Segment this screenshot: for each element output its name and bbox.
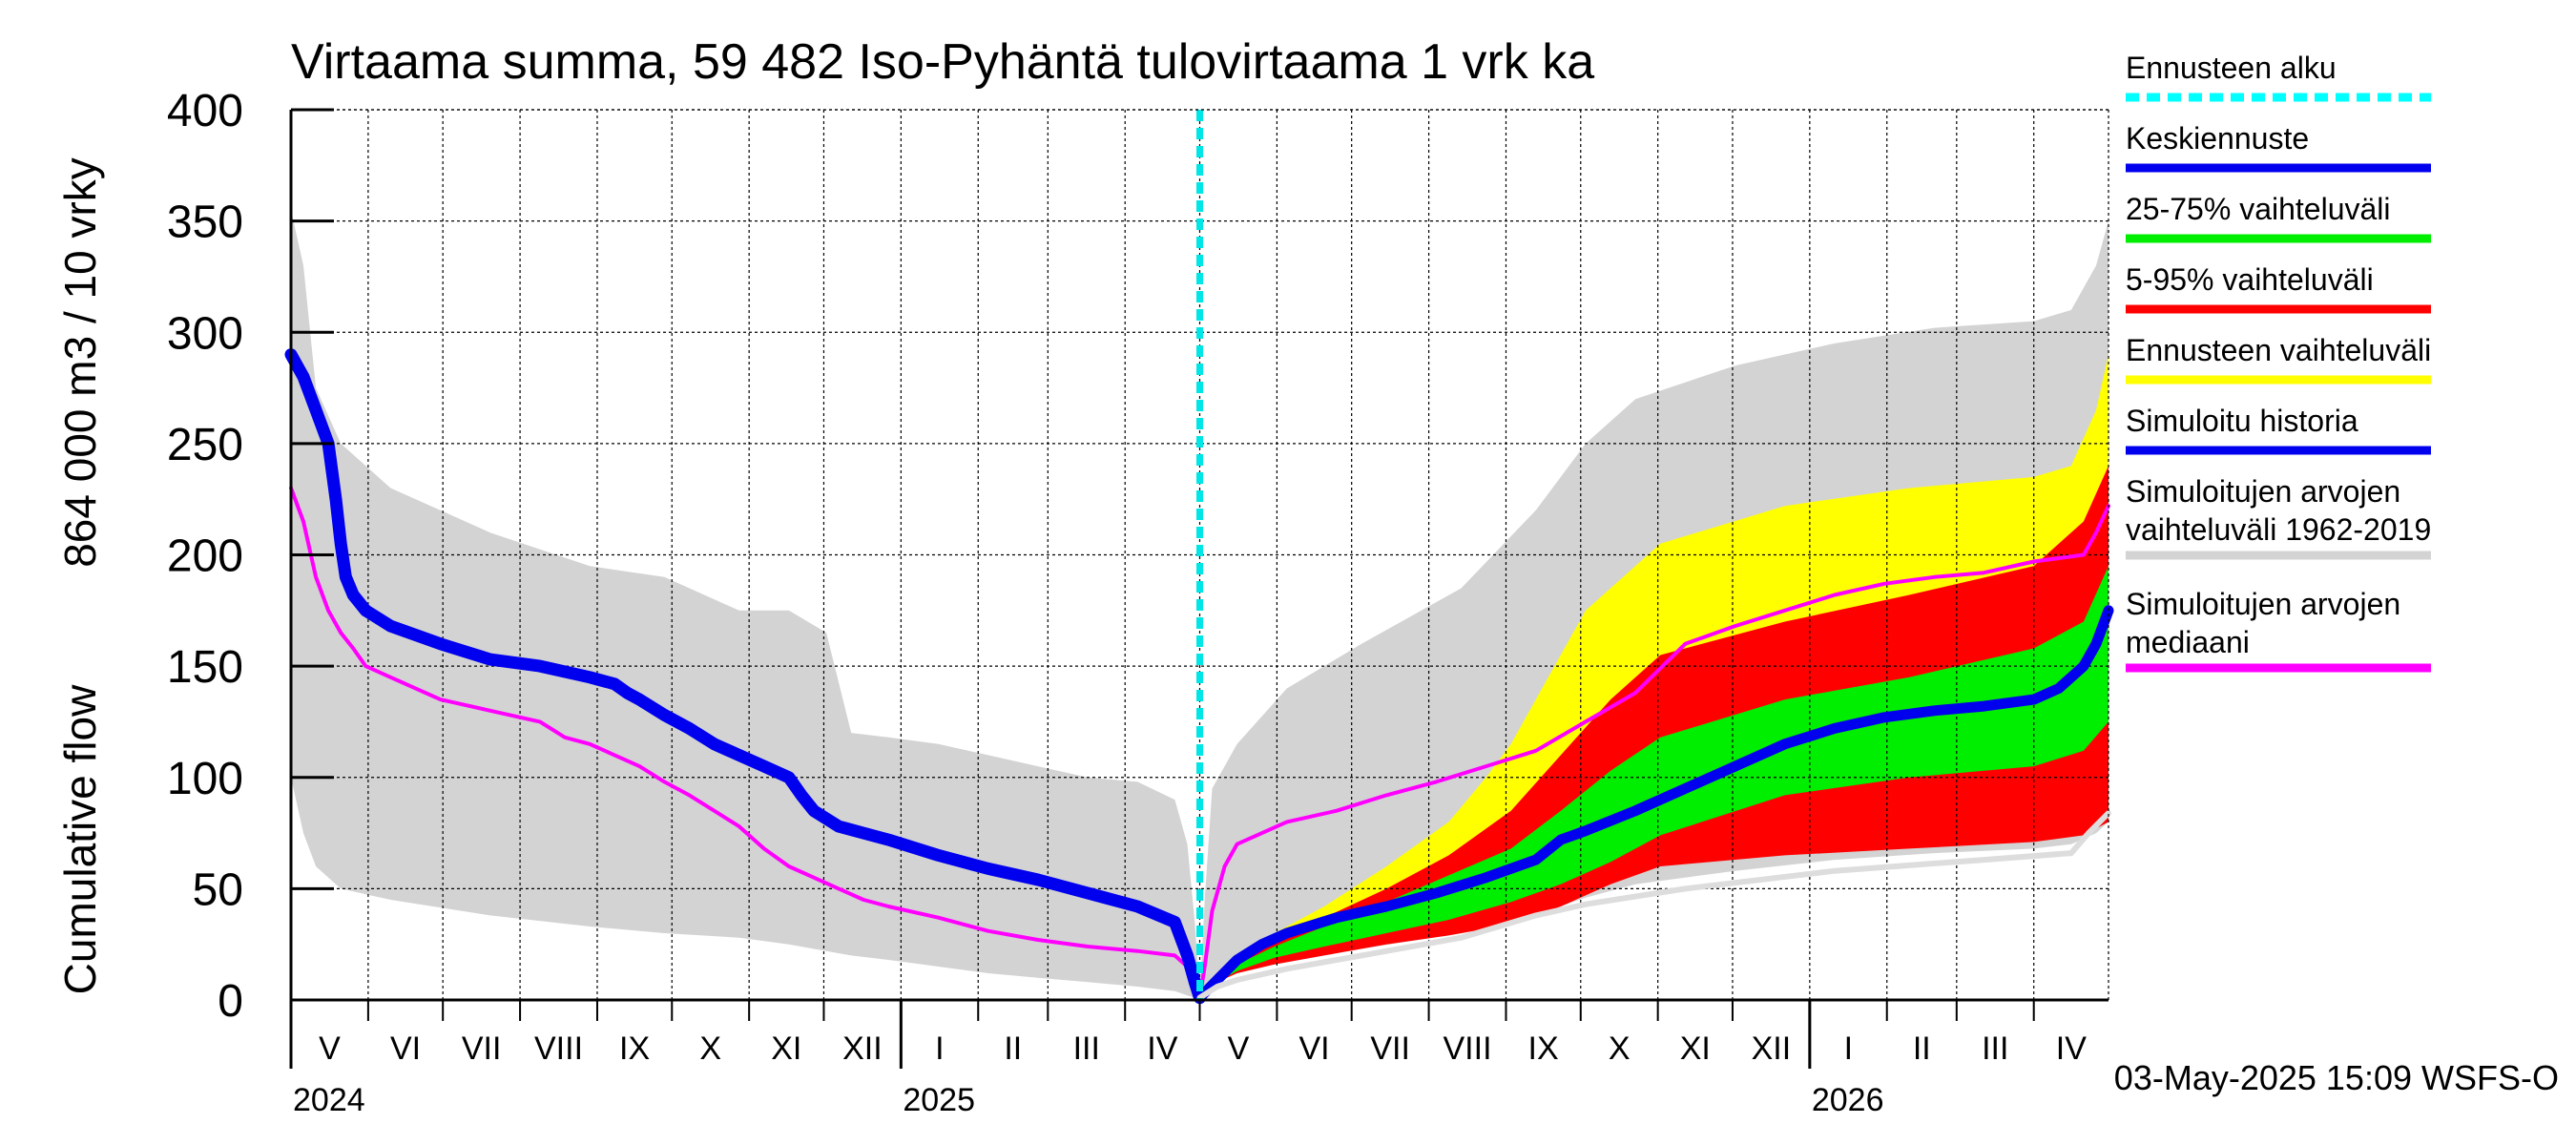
x-month-label: XII [842,1030,883,1067]
y-tick-label: 200 [167,531,243,582]
footer-timestamp: 03-May-2025 15:09 WSFS-O [2114,1058,2559,1097]
legend-item: 5-95% vaihteluväli [2126,262,2431,314]
x-month-label: VII [1370,1030,1410,1067]
legend-item: Ennusteen vaihteluväli [2126,333,2431,385]
x-month-label: V [1228,1030,1250,1067]
x-month-label: IX [1528,1030,1559,1067]
x-month-label: XI [771,1030,801,1067]
x-month-label: XI [1680,1030,1711,1067]
series-p5_95 [1199,466,2109,1000]
legend-label-line2: mediaani [2126,625,2250,659]
series-forecast_median [1195,605,2114,1004]
x-month-label: VII [462,1030,502,1067]
series-sim_history [284,348,1206,1005]
x-month-label: III [1982,1030,2008,1067]
legend-label: Simuloitu historia [2126,404,2358,438]
x-month-label: X [1609,1030,1631,1067]
legend: Ennusteen alku Keskiennuste 25-75% vaihtel… [2126,51,2431,673]
x-month-label: II [1004,1030,1022,1067]
y-tick-label: 0 [218,976,243,1027]
y-tick-label: 300 [167,308,243,359]
y-tick-label: 250 [167,420,243,470]
legend-item: Ennusteen alku [2126,51,2431,102]
x-month-label: VI [390,1030,421,1067]
x-month-label: II [1913,1030,1931,1067]
y-tick-label: 100 [167,754,243,804]
x-month-label: X [699,1030,721,1067]
legend-label: Keskiennuste [2126,121,2309,156]
x-month-label: VIII [534,1030,583,1067]
x-month-label: VI [1298,1030,1329,1067]
legend-label-line2: vaihteluväli 1962-2019 [2126,512,2431,547]
x-month-label: III [1073,1030,1100,1067]
x-month-label: I [935,1030,944,1067]
legend-label: Simuloitujen arvojen [2126,587,2400,621]
series-hist_median [289,486,2110,1000]
legend-item: Keskiennuste [2126,121,2431,173]
chart-title: Virtaama summa, 59 482 Iso-Pyhäntä tulov… [291,34,1594,90]
x-year-label: 2025 [903,1082,975,1118]
series-hist_range_low_line [1196,810,2111,1001]
x-month-label: XII [1752,1030,1792,1067]
y-tick-label: 350 [167,198,243,248]
legend-item: Simuloitu historia [2126,404,2431,455]
legend-label: 25-75% vaihteluväli [2126,192,2391,226]
legend-label: Ennusteen alku [2126,51,2337,85]
x-month-label: IV [1147,1030,1177,1067]
legend-label: Ennusteen vaihteluväli [2126,333,2431,367]
x-year-label: 2026 [1812,1082,1884,1118]
legend-item: Simuloitujen arvojen mediaani [2126,587,2431,673]
x-month-label: I [1844,1030,1853,1067]
x-month-label: VIII [1444,1030,1492,1067]
x-year-label: 2024 [293,1082,365,1118]
y-tick-label: 150 [167,642,243,693]
x-month-label: IX [619,1030,650,1067]
legend-label: Simuloitujen arvojen [2126,474,2400,509]
y-tick-label: 400 [167,86,243,136]
legend-label: 5-95% vaihteluväli [2126,262,2374,297]
y-tick-label: 50 [193,864,243,915]
legend-item: 25-75% vaihteluväli [2126,192,2431,243]
x-month-label: IV [2056,1030,2087,1067]
x-month-label: V [319,1030,341,1067]
y-axis-label-secondary: 864 000 m3 / 10 vrky [55,157,105,568]
y-axis-label-primary: Cumulative flow [55,684,105,994]
